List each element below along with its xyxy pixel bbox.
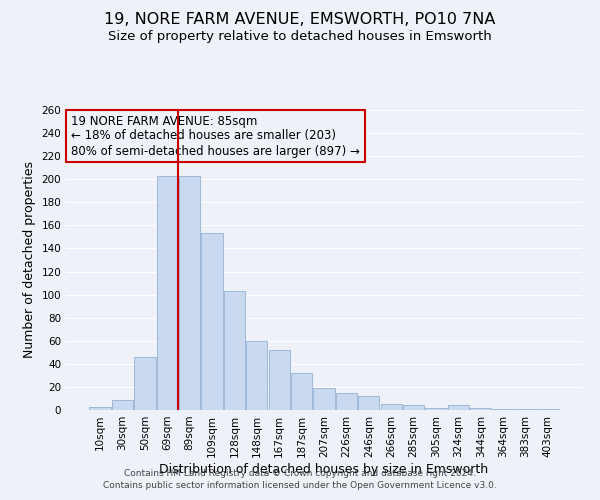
Bar	[537, 409, 559, 410]
Bar	[358, 396, 379, 410]
Bar	[493, 409, 514, 410]
X-axis label: Distribution of detached houses by size in Emsworth: Distribution of detached houses by size …	[160, 462, 488, 475]
Bar	[246, 341, 268, 410]
Bar	[425, 408, 446, 410]
Bar	[157, 176, 178, 410]
Text: Contains public sector information licensed under the Open Government Licence v3: Contains public sector information licen…	[103, 481, 497, 490]
Bar	[448, 406, 469, 410]
Bar	[313, 388, 335, 410]
Text: Contains HM Land Registry data © Crown copyright and database right 2024.: Contains HM Land Registry data © Crown c…	[124, 468, 476, 477]
Bar	[291, 373, 312, 410]
Text: Size of property relative to detached houses in Emsworth: Size of property relative to detached ho…	[108, 30, 492, 43]
Bar	[112, 400, 133, 410]
Bar	[380, 404, 402, 410]
Text: 19 NORE FARM AVENUE: 85sqm
← 18% of detached houses are smaller (203)
80% of sem: 19 NORE FARM AVENUE: 85sqm ← 18% of deta…	[71, 114, 360, 158]
Bar	[470, 408, 491, 410]
Bar	[179, 176, 200, 410]
Bar	[269, 350, 290, 410]
Bar	[336, 392, 357, 410]
Bar	[224, 291, 245, 410]
Bar	[134, 357, 155, 410]
Bar	[515, 409, 536, 410]
Bar	[89, 406, 111, 410]
Y-axis label: Number of detached properties: Number of detached properties	[23, 162, 36, 358]
Bar	[202, 234, 223, 410]
Bar	[403, 406, 424, 410]
Text: 19, NORE FARM AVENUE, EMSWORTH, PO10 7NA: 19, NORE FARM AVENUE, EMSWORTH, PO10 7NA	[104, 12, 496, 28]
